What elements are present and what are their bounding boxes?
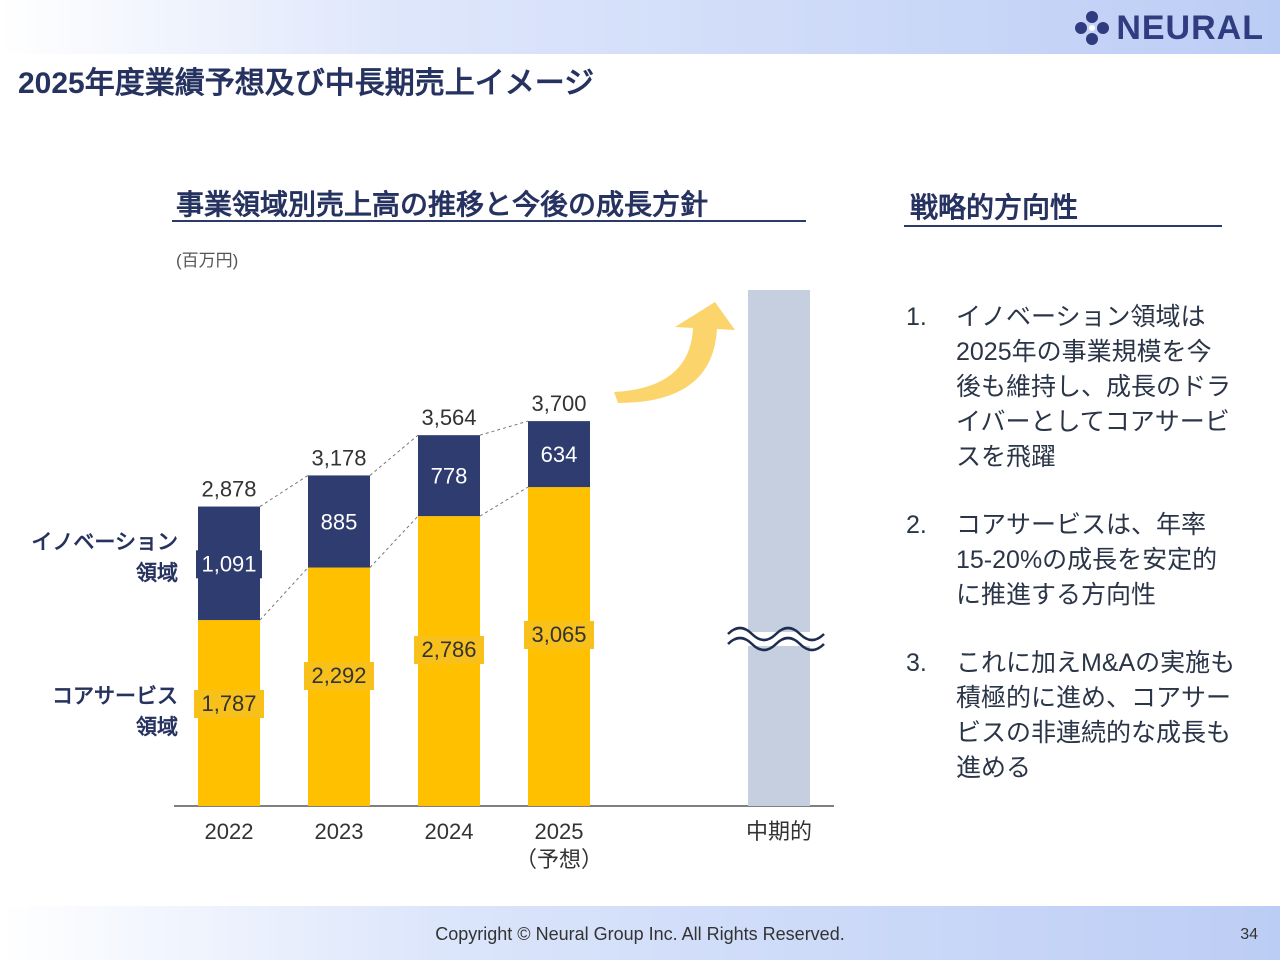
data-label-box — [194, 690, 264, 718]
data-label-core: 2,292 — [311, 663, 366, 688]
x-tick-label: （予想） — [515, 847, 603, 872]
growth-arrow — [614, 302, 735, 403]
strategy-item-text: イノベーション領域は2025年の事業規模を今後も維持し、成長のドライバーとしてコ… — [956, 303, 1232, 471]
revenue-chart: 2,878 1,091 1,787 3,178 885 2,292 3,564 778 2,78… — [174, 290, 834, 872]
strategy-list: 1. イノベーション領域は2025年の事業規模を今後も維持し、成長のドライバーと… — [906, 300, 1266, 819]
connector-split — [369, 515, 419, 568]
strategy-item: 2. コアサービスは、年率15-20%の成長を安定的に推進する方向性 — [906, 508, 1266, 613]
logo-text: NEURAL — [1116, 8, 1264, 47]
x-tick-label: 中期的 — [746, 819, 812, 844]
data-label-innovation: 885 — [321, 509, 358, 534]
page-number: 34 — [1240, 926, 1258, 943]
total-label: 3,564 — [421, 405, 476, 430]
strategy-item-text: これに加えM&Aの実施も積極的に進め、コアサービスの非連続的な成長も進める — [956, 649, 1236, 782]
bar-innovation-2025 — [528, 421, 590, 488]
strategy-item-number: 1. — [906, 303, 927, 331]
x-tick-label: 2022 — [205, 819, 254, 844]
data-label-core: 1,787 — [201, 691, 256, 716]
connector-total — [479, 420, 529, 436]
x-tick-label: 2023 — [315, 819, 364, 844]
strategy-section-title: 戦略的方向性 — [910, 192, 1079, 223]
connector-split — [259, 567, 309, 621]
top-band — [0, 0, 1280, 54]
unit-label: (百万円) — [176, 251, 239, 270]
strategy-item-number: 3. — [906, 649, 927, 677]
data-label-box — [414, 636, 484, 664]
logo-icon — [1075, 11, 1110, 45]
data-label-innovation: 634 — [541, 442, 578, 467]
axis-break-wave-bottom — [727, 636, 825, 652]
bar-innovation-2024 — [418, 435, 480, 517]
data-label-box — [304, 662, 374, 690]
chart-section-underline — [172, 220, 806, 222]
strategy-item-text: コアサービスは、年率15-20%の成長を安定的に推進する方向性 — [956, 511, 1218, 609]
chart-section-title: 事業領域別売上高の推移と今後の成長方針 — [176, 189, 709, 220]
data-label-box — [524, 621, 594, 649]
axis-break-wave-top — [727, 626, 825, 642]
x-tick-label: 2025 — [535, 819, 584, 844]
strategy-section-underline — [904, 225, 1222, 227]
connector-split — [479, 486, 529, 517]
data-label-core: 2,786 — [421, 637, 476, 662]
data-label-core: 3,065 — [531, 622, 586, 647]
page-title: 2025年度業績予想及び中長期売上イメージ — [18, 67, 595, 100]
x-tick-label: 2024 — [425, 819, 474, 844]
total-label: 3,700 — [531, 391, 586, 416]
data-label-innovation: 778 — [431, 464, 468, 489]
strategy-item: 1. イノベーション領域は2025年の事業規模を今後も維持し、成長のドライバーと… — [906, 300, 1266, 475]
data-label-innovation: 1,091 — [201, 551, 256, 576]
legend-core-label: コアサービス 領域 — [52, 685, 178, 739]
footer-band — [0, 906, 1280, 960]
connector-total — [369, 434, 419, 476]
bar-midterm — [748, 290, 810, 806]
neural-logo: NEURAL — [1074, 8, 1264, 47]
strategy-item-number: 2. — [906, 511, 927, 539]
strategy-item: 3. これに加えM&Aの実施も積極的に進め、コアサービスの非連続的な成長も進める — [906, 646, 1266, 786]
connector-total — [259, 475, 309, 507]
copyright-text: Copyright © Neural Group Inc. All Rights… — [435, 924, 845, 944]
total-label: 3,178 — [311, 445, 366, 470]
legend-innovation-label: イノベーション 領域 — [31, 531, 178, 585]
data-label-box — [196, 550, 262, 579]
total-label: 2,878 — [201, 477, 256, 502]
bar-innovation-2023 — [308, 475, 370, 568]
